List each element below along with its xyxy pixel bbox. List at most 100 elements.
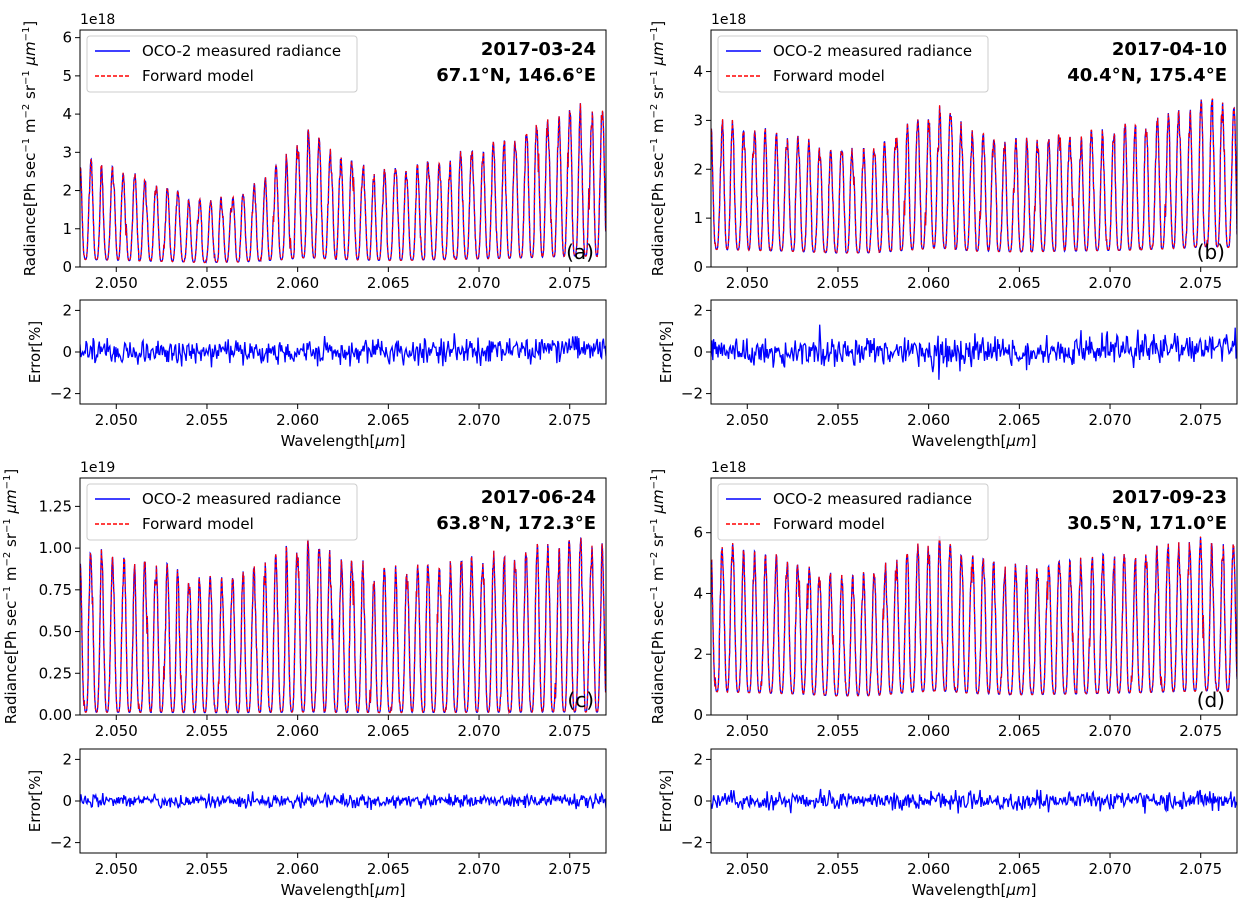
axis-offset-label: 1e18 [711, 460, 746, 476]
error-y-tick-label: −2 [50, 385, 72, 403]
ylabel-superscript: −1 [649, 586, 660, 601]
date-annotation: 2017-04-10 [1112, 39, 1227, 60]
x-axis-label-unit: μm [1005, 432, 1030, 450]
radiance-y-axis-label: Radiance[Ph sec−1 m−2 sr−1 μm−1] [649, 469, 667, 725]
ylabel-part: Radiance[Ph sec [649, 153, 667, 277]
axis-offset-label: 1e19 [80, 460, 115, 476]
error-x-tick-label: 2.070 [1089, 860, 1132, 878]
legend: OCO-2 measured radiance Forward model [717, 35, 989, 93]
ylabel-superscript: −1 [21, 27, 32, 42]
ylabel-part: m [21, 119, 39, 138]
location-annotation: 63.8°N, 172.3°E [436, 513, 596, 534]
error-x-tick-label: 2.060 [907, 860, 950, 878]
x-tick-label: 2.060 [276, 722, 319, 740]
error-x-tick-label: 2.060 [276, 860, 319, 878]
x-tick-label: 2.055 [185, 722, 228, 740]
y-tick-label: 1.00 [39, 539, 72, 557]
error-y-tick-label: 2 [62, 750, 72, 768]
error-y-axis-label: Error[%] [26, 321, 44, 384]
ylabel-superscript: −2 [649, 104, 660, 119]
y-tick-label: 4 [693, 584, 703, 602]
error-y-tick-label: 2 [62, 301, 72, 319]
ylabel-part: μm [21, 41, 39, 66]
ylabel-superscript: −1 [2, 586, 13, 601]
location-annotation: 30.5°N, 171.0°E [1067, 513, 1227, 534]
ylabel-part: sr [649, 532, 667, 552]
error-x-tick-label: 2.050 [95, 411, 138, 429]
y-tick-label: 0.00 [39, 706, 72, 724]
legend-label-model: Forward model [142, 67, 254, 85]
series-forward-model [711, 98, 1237, 254]
error-x-tick-label: 2.065 [998, 411, 1041, 429]
panel-c: 0.00 0.25 0.50 0.75 1.00 1.25 2.050 2.055 2.060 2… [2, 460, 607, 899]
ylabel-part: sr [2, 532, 20, 552]
error-x-tick-label: 2.075 [1179, 411, 1222, 429]
x-tick-label: 2.065 [367, 274, 410, 292]
y-tick-label: 1 [62, 220, 72, 238]
error-y-tick-label: 0 [62, 792, 72, 810]
x-axis-label-unit: μm [1005, 881, 1030, 899]
x-tick-label: 2.055 [816, 722, 859, 740]
panel-label: (c) [567, 688, 594, 712]
x-axis-label: Wavelength[μm] [912, 432, 1037, 450]
y-tick-label: 5 [62, 67, 72, 85]
x-tick-label: 2.070 [458, 274, 501, 292]
ylabel-part: m [649, 119, 667, 138]
y-tick-label: 4 [693, 63, 703, 81]
date-annotation: 2017-06-24 [481, 487, 596, 508]
y-tick-label: 0.50 [39, 623, 72, 641]
ylabel-part: m [2, 567, 20, 586]
error-x-tick-label: 2.070 [458, 411, 501, 429]
ylabel-part: μm [649, 489, 667, 514]
legend: OCO-2 measured radiance Forward model [717, 483, 989, 541]
error-y-tick-label: 0 [62, 343, 72, 361]
y-tick-label: 2 [693, 160, 703, 178]
series-forward-model [711, 535, 1237, 697]
ylabel-part: ] [649, 469, 667, 475]
x-tick-label: 2.070 [458, 722, 501, 740]
error-x-tick-label: 2.060 [907, 411, 950, 429]
legend-frame [717, 483, 989, 541]
error-y-axis-label: Error[%] [26, 770, 44, 833]
x-tick-label: 2.065 [998, 274, 1041, 292]
x-tick-label: 2.070 [1089, 274, 1132, 292]
x-axis-label: Wavelength[μm] [281, 881, 406, 899]
y-tick-label: 0.75 [39, 581, 72, 599]
legend: OCO-2 measured radiance Forward model [86, 35, 358, 93]
x-tick-label: 2.075 [548, 722, 591, 740]
error-x-tick-label: 2.075 [548, 860, 591, 878]
error-x-tick-label: 2.075 [1179, 860, 1222, 878]
x-tick-label: 2.050 [95, 274, 138, 292]
error-y-tick-label: 2 [693, 301, 703, 319]
ylabel-part: ] [649, 21, 667, 27]
y-tick-label: 1 [693, 209, 703, 227]
error-y-tick-label: −2 [681, 385, 703, 403]
ylabel-superscript: −1 [21, 70, 32, 85]
legend-label-model: Forward model [773, 515, 885, 533]
radiance-y-axis-label: Radiance[Ph sec−1 m−2 sr−1 μm−1] [21, 21, 39, 277]
y-tick-label: 6 [693, 524, 703, 542]
error-y-tick-label: −2 [50, 834, 72, 852]
error-x-tick-label: 2.055 [185, 411, 228, 429]
radiance-axes-frame [79, 477, 607, 716]
legend-label-measured: OCO-2 measured radiance [142, 42, 341, 60]
x-axis-label-main: Wavelength [281, 432, 370, 450]
error-x-tick-label: 2.070 [458, 860, 501, 878]
x-axis-label-main: Wavelength [912, 881, 1001, 899]
error-y-tick-label: −2 [681, 834, 703, 852]
x-tick-label: 2.065 [998, 722, 1041, 740]
radiance-axes-frame [79, 29, 607, 268]
error-x-tick-label: 2.050 [726, 860, 769, 878]
panel-label: (d) [1197, 688, 1225, 712]
x-tick-label: 2.075 [1179, 722, 1222, 740]
ylabel-part: sr [649, 84, 667, 104]
error-x-tick-label: 2.075 [548, 411, 591, 429]
error-x-tick-label: 2.055 [185, 860, 228, 878]
error-x-tick-label: 2.050 [726, 411, 769, 429]
ylabel-superscript: −1 [649, 70, 660, 85]
y-tick-label: 2 [693, 645, 703, 663]
y-tick-label: 3 [62, 143, 72, 161]
ylabel-superscript: −2 [21, 104, 32, 119]
error-x-tick-label: 2.055 [816, 860, 859, 878]
